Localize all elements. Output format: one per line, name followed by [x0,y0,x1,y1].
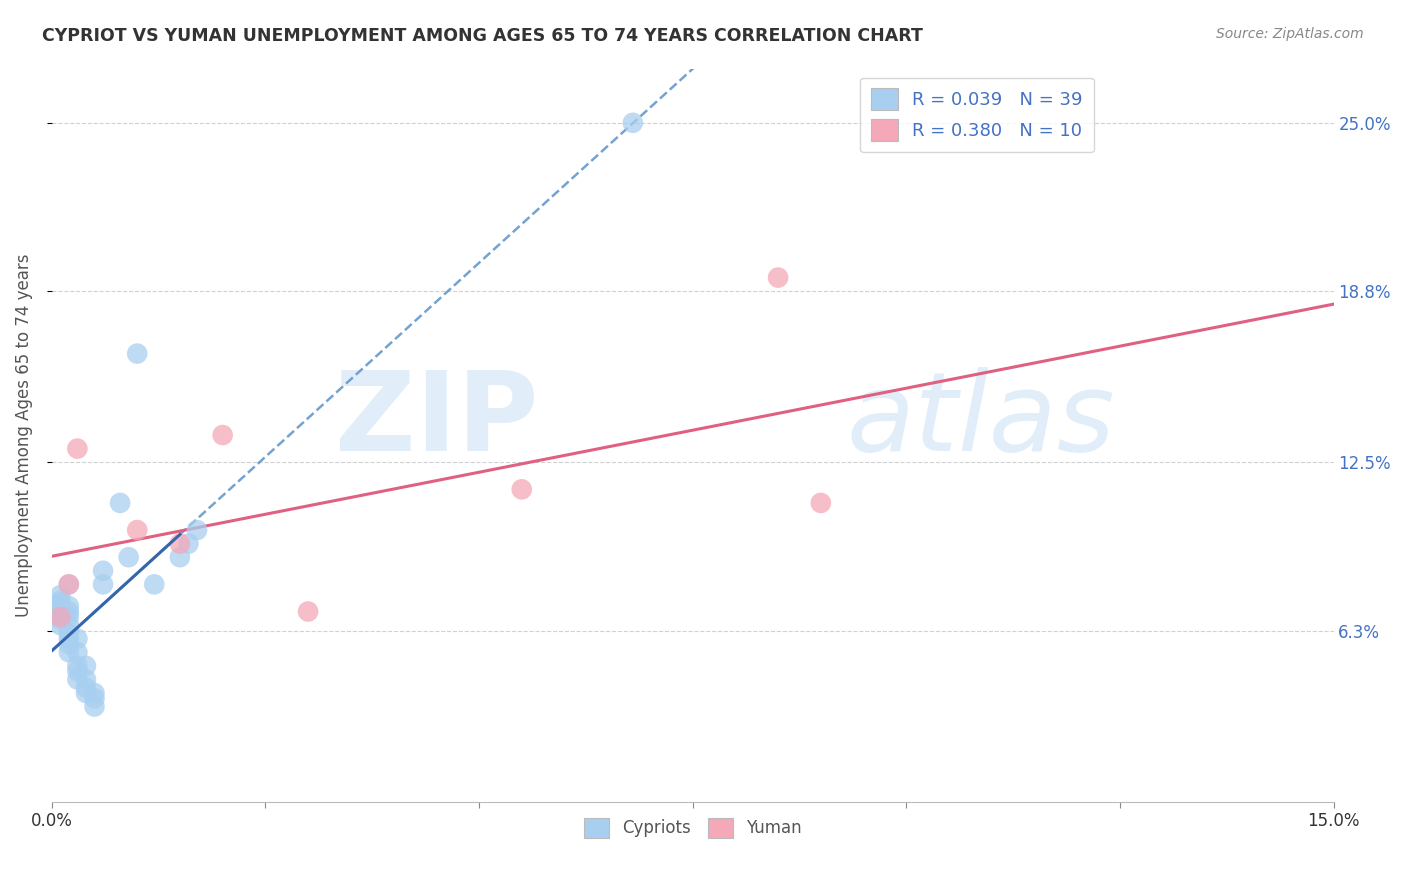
Point [49,605,72,619]
Point [58,637,80,651]
Point [49,593,72,607]
Point [211,428,233,442]
Point [49,613,72,627]
Point [58,577,80,591]
Point [58,605,80,619]
Point [143,577,166,591]
Point [58,626,80,640]
Point [75,673,97,687]
Y-axis label: Unemployment Among Ages 65 to 74 years: Unemployment Among Ages 65 to 74 years [15,253,32,616]
Point [49,610,72,624]
Point [127,346,149,360]
Point [49,596,72,610]
Point [83,699,105,714]
Point [66,658,89,673]
Point [58,610,80,624]
Point [58,599,80,613]
Point [127,523,149,537]
Point [66,442,89,456]
Point [75,686,97,700]
Point [186,523,208,537]
Point [118,550,141,565]
Point [177,536,200,550]
Point [58,577,80,591]
Point [91,564,114,578]
Point [49,610,72,624]
Point [169,550,191,565]
Point [108,496,131,510]
Text: CYPRIOT VS YUMAN UNEMPLOYMENT AMONG AGES 65 TO 74 YEARS CORRELATION CHART: CYPRIOT VS YUMAN UNEMPLOYMENT AMONG AGES… [42,27,924,45]
Point [169,536,191,550]
Point [66,645,89,659]
Text: Source: ZipAtlas.com: Source: ZipAtlas.com [1216,27,1364,41]
Point [75,658,97,673]
Legend: Cypriots, Yuman: Cypriots, Yuman [576,811,808,845]
Point [810,496,832,510]
Point [66,665,89,679]
Point [75,681,97,695]
Point [66,632,89,646]
Point [49,588,72,602]
Point [766,270,789,285]
Point [58,632,80,646]
Point [510,483,533,497]
Point [297,605,319,619]
Point [621,116,644,130]
Point [91,577,114,591]
Text: atlas: atlas [846,367,1115,474]
Point [83,691,105,706]
Point [83,686,105,700]
Point [58,645,80,659]
Point [58,618,80,632]
Point [49,618,72,632]
Point [66,673,89,687]
Text: ZIP: ZIP [336,367,538,474]
Point [49,599,72,613]
